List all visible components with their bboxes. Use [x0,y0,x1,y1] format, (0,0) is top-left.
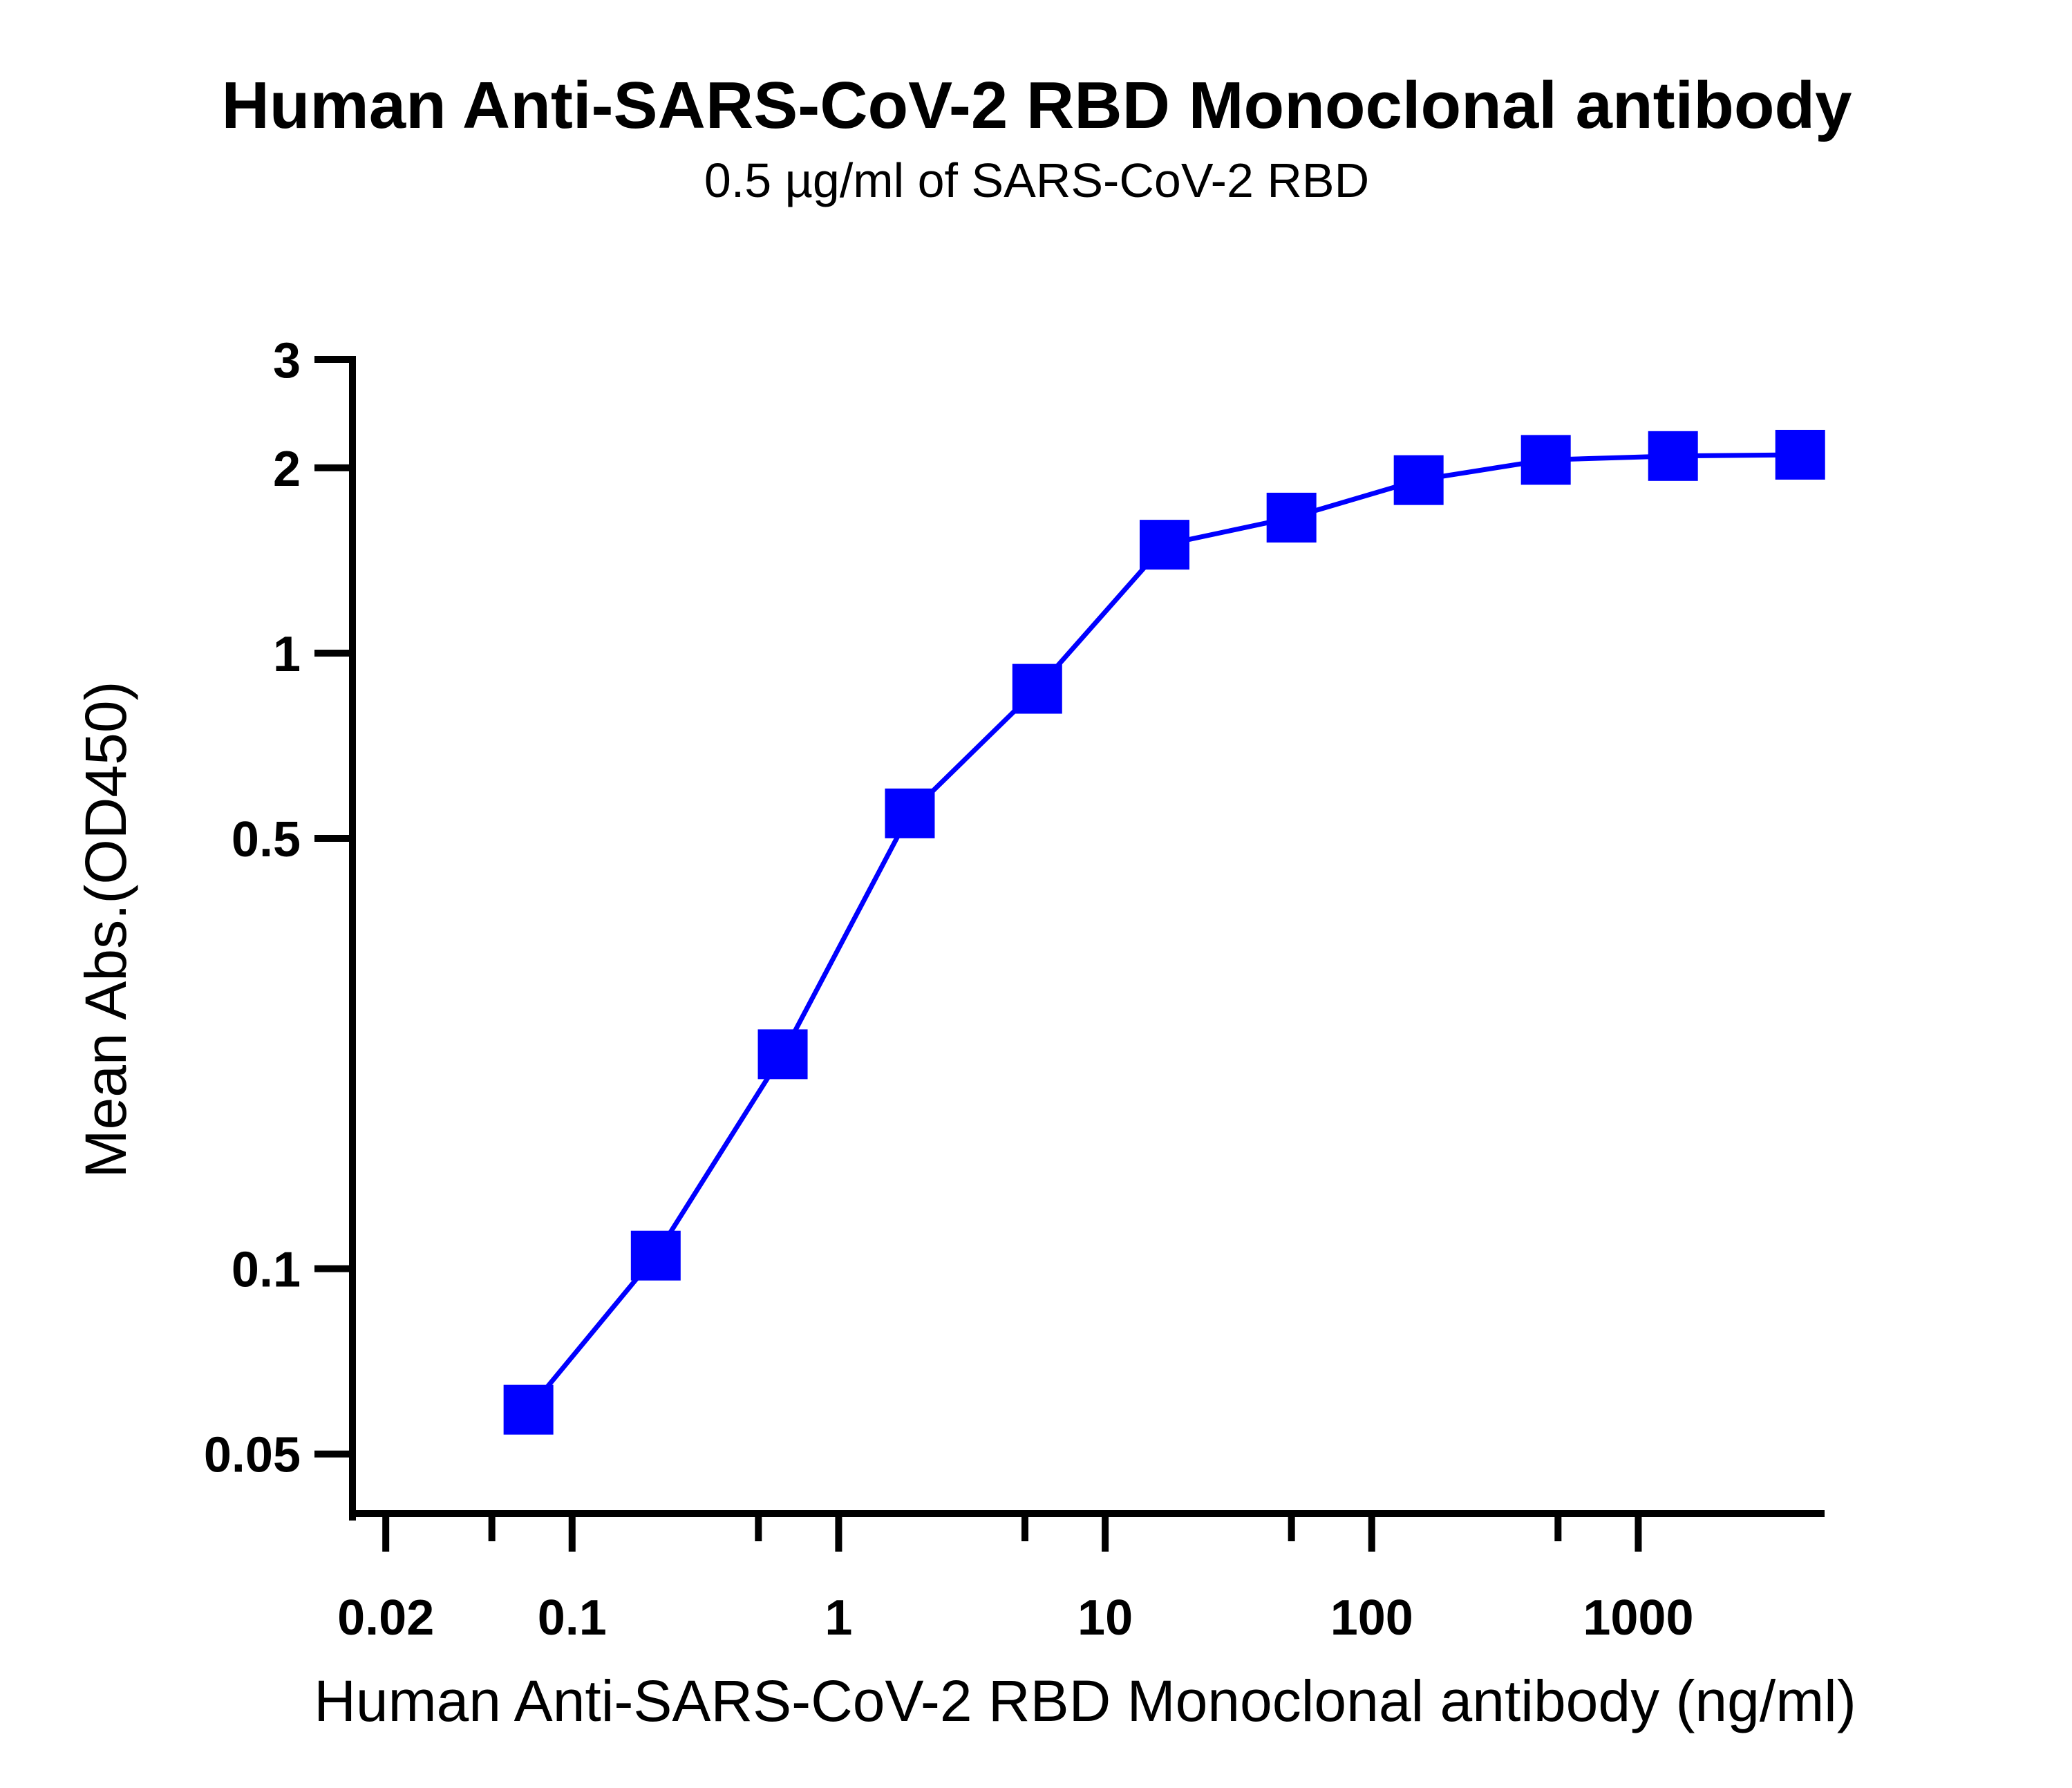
axes: 0.05 0.1 0.5 1 2 3 0.02 0.1 1 10 100 1000 [204,333,1825,1646]
data-point [1012,664,1062,714]
y-axis-label: Mean Abs.(OD450) [73,681,138,1178]
x-tick-label: 10 [1077,1590,1133,1646]
data-point [1139,520,1189,570]
data-point [503,1384,554,1435]
data-point [1266,492,1317,543]
y-tick-label: 0.5 [232,812,301,867]
data-point [1520,435,1571,485]
chart-subtitle: 0.5 µg/ml of SARS-CoV-2 RBD [704,153,1369,207]
data-point [757,1029,808,1080]
x-axis-label: Human Anti-SARS-CoV-2 RBD Monoclonal ant… [314,1668,1856,1733]
series-line [526,452,1800,1411]
y-tick-label: 2 [273,442,301,497]
y-tick-label: 3 [273,333,301,388]
x-tick-label: 0.02 [337,1590,434,1646]
data-point [1393,455,1444,505]
chart-title: Human Anti-SARS-CoV-2 RBD Monoclonal ant… [221,68,1852,142]
x-tick-label: 0.1 [538,1590,607,1646]
x-tick-label: 100 [1330,1590,1413,1646]
y-tick-label: 1 [273,627,301,682]
x-tick-label: 1000 [1583,1590,1693,1646]
data-point [1775,429,1825,480]
y-tick-label: 0.1 [232,1243,301,1298]
x-tick-label: 1 [825,1590,852,1646]
data-point [630,1230,681,1281]
data-point [1648,431,1698,481]
y-tick-label: 0.05 [204,1428,301,1483]
series-layer [503,429,1825,1435]
data-point [885,788,935,838]
